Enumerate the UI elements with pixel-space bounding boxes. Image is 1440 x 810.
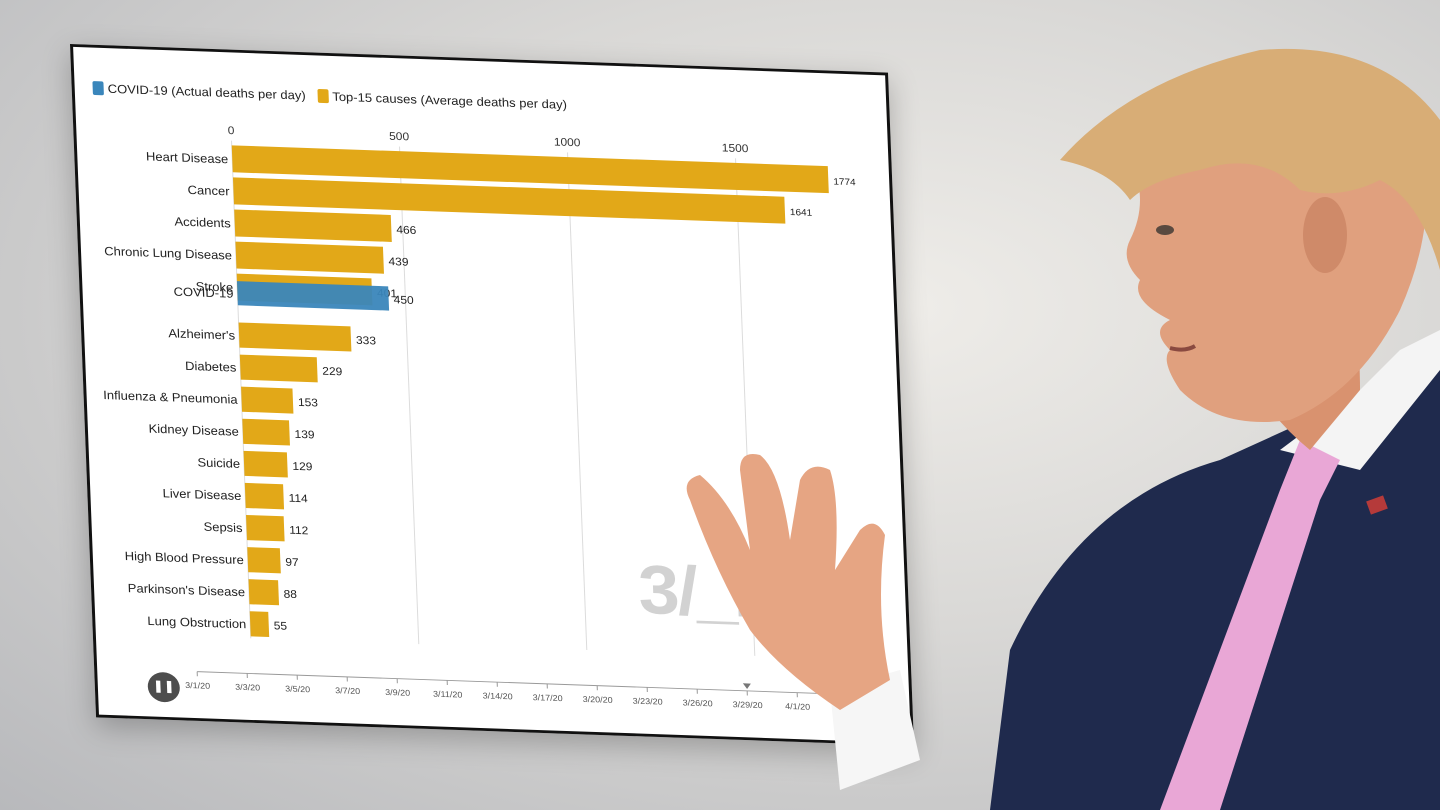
timeline-date-label: 3/1/20 bbox=[185, 680, 211, 691]
bar-value-label: 333 bbox=[356, 335, 376, 347]
bar-label: COVID-19 bbox=[173, 285, 233, 301]
bar-6[interactable] bbox=[238, 322, 352, 352]
bar-0[interactable] bbox=[231, 145, 829, 194]
bar-value-label: 1641 bbox=[790, 207, 813, 218]
bar-value-label: 114 bbox=[288, 493, 308, 505]
bar-label: High Blood Pressure bbox=[124, 549, 244, 567]
mouth bbox=[1169, 344, 1197, 352]
timeline-date-label: 3/5/20 bbox=[285, 684, 311, 695]
timeline-date-label: 3/14/20 bbox=[483, 691, 514, 702]
bar-9[interactable] bbox=[242, 418, 290, 446]
x-tick-label: 0 bbox=[228, 125, 235, 137]
bar-label: Parkinson's Disease bbox=[128, 582, 246, 600]
bar-chart: 0 500 1000 1500 Heart Disease 1774 Cancer 1641 A… bbox=[103, 125, 898, 712]
bar-14[interactable] bbox=[248, 579, 280, 606]
bar-2[interactable] bbox=[234, 209, 392, 242]
timeline-date-label: 3/7/20 bbox=[335, 685, 361, 696]
bar-label: Suicide bbox=[197, 456, 240, 471]
bar-value-label: 153 bbox=[298, 397, 318, 409]
bar-15[interactable] bbox=[249, 611, 270, 638]
chart-panel: COVID-19 (Actual deaths per day) Top-15 … bbox=[70, 44, 915, 746]
bar-8[interactable] bbox=[241, 386, 294, 414]
bar-12[interactable] bbox=[246, 514, 285, 542]
bar-3[interactable] bbox=[235, 241, 384, 274]
tie bbox=[1160, 440, 1340, 810]
bar-value-label: 1774 bbox=[833, 177, 856, 188]
bar-label: Liver Disease bbox=[162, 487, 241, 503]
bar-value-label: 129 bbox=[292, 461, 312, 473]
bar-label: Chronic Lung Disease bbox=[104, 245, 232, 263]
timeline-date-label: 3/3/20 bbox=[235, 682, 261, 693]
bar-11[interactable] bbox=[244, 482, 285, 510]
timeline-date-label: 3/9/20 bbox=[385, 687, 411, 698]
bar-label: Accidents bbox=[174, 215, 231, 230]
bar-value-label: 55 bbox=[274, 621, 288, 633]
gridline-500 bbox=[399, 146, 420, 645]
hair bbox=[1060, 48, 1440, 271]
bar-7[interactable] bbox=[239, 354, 318, 383]
bar-label: Heart Disease bbox=[146, 150, 229, 166]
x-tick-label: 500 bbox=[389, 131, 409, 143]
bar-label: Sepsis bbox=[203, 520, 243, 535]
timeline-date-label: 3/29/20 bbox=[733, 699, 764, 710]
bar-value-label: 466 bbox=[396, 225, 416, 237]
bar-value-label: 439 bbox=[388, 256, 408, 268]
pause-icon: ❚❚ bbox=[152, 679, 175, 695]
timeline-date-label: 4/1/20 bbox=[785, 701, 811, 712]
flag-pin bbox=[1366, 495, 1388, 515]
bar-label: Cancer bbox=[187, 183, 229, 198]
bar-label: Diabetes bbox=[185, 359, 237, 374]
bar-value-label: 139 bbox=[294, 429, 314, 441]
bar-label: Alzheimer's bbox=[168, 327, 235, 343]
bar-value-label: 229 bbox=[322, 366, 342, 378]
hand bbox=[686, 454, 890, 710]
timeline-playhead[interactable] bbox=[742, 683, 751, 690]
speaker-figure bbox=[686, 48, 1440, 810]
timeline-date-label: 3/17/20 bbox=[533, 692, 564, 703]
gridline-1000 bbox=[567, 152, 588, 650]
bar-label: Kidney Disease bbox=[148, 422, 239, 439]
timeline-date-label: 3/20/20 bbox=[583, 694, 614, 705]
ear bbox=[1303, 197, 1347, 273]
bar-value-label: 112 bbox=[289, 525, 309, 537]
bar-label: Influenza & Pneumonia bbox=[103, 388, 238, 406]
bar-value-label: 88 bbox=[283, 589, 297, 601]
bar-13[interactable] bbox=[247, 547, 281, 574]
bar-value-label: 97 bbox=[285, 557, 299, 569]
bar-label: Lung Obstruction bbox=[147, 614, 246, 631]
timeline-date-label: 3/23/20 bbox=[633, 696, 664, 707]
x-tick-label: 1000 bbox=[554, 137, 581, 149]
bar-1[interactable] bbox=[232, 177, 786, 224]
bar-5[interactable] bbox=[236, 281, 390, 311]
eye bbox=[1156, 225, 1174, 235]
x-tick-label: 1500 bbox=[722, 143, 749, 155]
timeline-date-label: 3/26/20 bbox=[683, 698, 714, 709]
timeline-date-label: 3/11/20 bbox=[433, 689, 463, 700]
bar-10[interactable] bbox=[243, 450, 288, 478]
bar-label: Stroke bbox=[195, 280, 233, 295]
bar-value-label: 450 bbox=[393, 295, 413, 307]
